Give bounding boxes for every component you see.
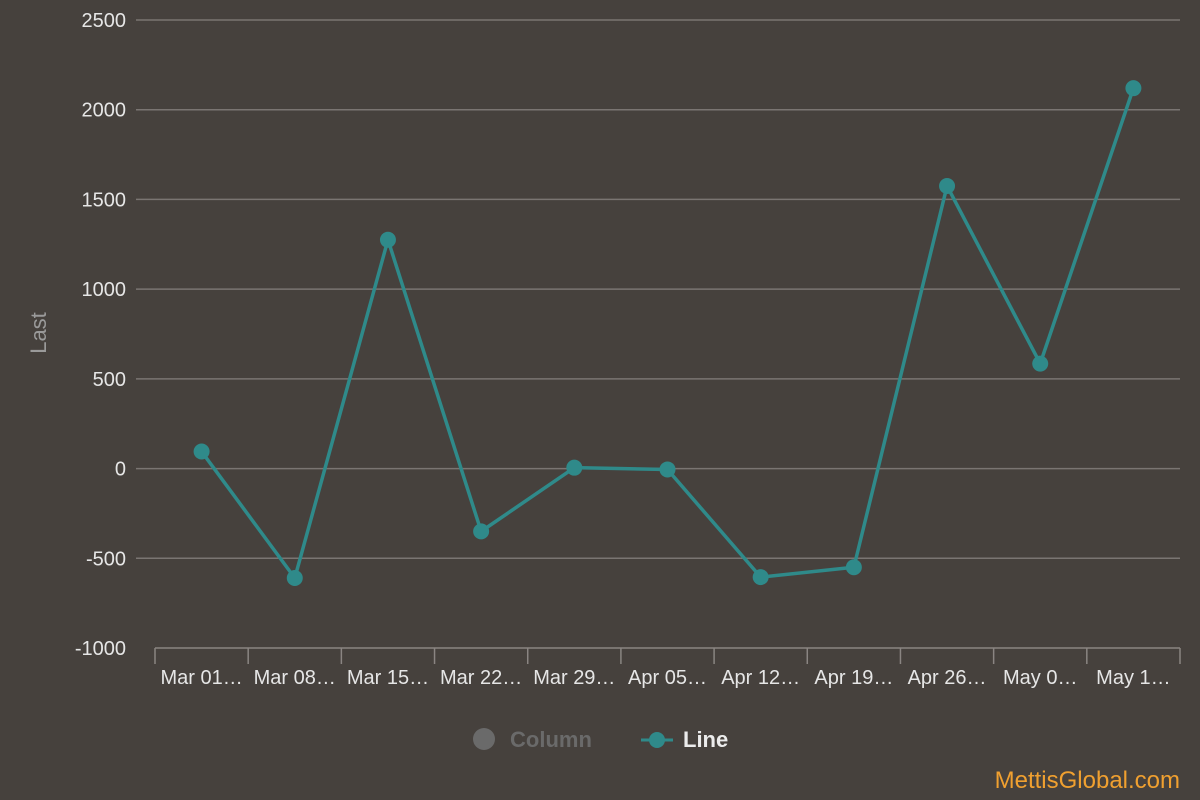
x-tick-label: May 0… bbox=[1003, 667, 1077, 689]
legend-label-line: Line bbox=[683, 727, 728, 752]
legend-label-column: Column bbox=[510, 727, 592, 752]
y-tick-label: 2500 bbox=[82, 10, 127, 32]
legend-marker-line bbox=[649, 732, 665, 748]
y-tick-label: 2000 bbox=[82, 100, 127, 122]
data-point[interactable] bbox=[473, 523, 490, 540]
data-point[interactable] bbox=[939, 177, 956, 194]
y-axis: -1000 -500 0 500 1000 1500 2000 2500 bbox=[75, 10, 126, 660]
data-point[interactable] bbox=[1125, 80, 1142, 97]
x-tick-label: Mar 01… bbox=[160, 667, 242, 689]
x-axis: Mar 01… Mar 08… Mar 15… Mar 22… Mar 29… Apr 0… bbox=[154, 647, 1181, 689]
y-tick-label: 1500 bbox=[82, 189, 127, 211]
x-tick-label: Apr 19… bbox=[814, 667, 893, 689]
legend-item-line[interactable]: Line bbox=[641, 727, 728, 752]
y-tick-label: -500 bbox=[86, 548, 126, 570]
y-tick-label: -1000 bbox=[75, 638, 126, 660]
data-point[interactable] bbox=[659, 461, 676, 478]
x-tick-label: Mar 22… bbox=[440, 667, 522, 689]
data-point[interactable] bbox=[286, 570, 303, 587]
data-point[interactable] bbox=[845, 559, 862, 576]
x-tick-label: Mar 08… bbox=[254, 667, 336, 689]
x-tick-label: Apr 26… bbox=[908, 667, 987, 689]
x-tick-label: Mar 15… bbox=[347, 667, 429, 689]
x-tick-label: May 1… bbox=[1096, 667, 1170, 689]
data-point[interactable] bbox=[1032, 355, 1049, 372]
y-tick-label: 500 bbox=[93, 369, 126, 391]
x-tick-label: Mar 29… bbox=[533, 667, 615, 689]
series-path bbox=[200, 87, 1136, 580]
credit-link[interactable]: MettisGlobal.com bbox=[995, 767, 1180, 794]
data-point[interactable] bbox=[379, 231, 396, 248]
y-tick-label: 1000 bbox=[82, 279, 127, 301]
series-line bbox=[193, 80, 1142, 587]
y-tick-label: 0 bbox=[115, 459, 126, 481]
data-point[interactable] bbox=[752, 569, 769, 586]
y-axis-title: Last bbox=[26, 312, 51, 354]
x-tick-label: Apr 05… bbox=[628, 667, 707, 689]
legend-marker-column bbox=[473, 728, 495, 750]
x-tick-label: Apr 12… bbox=[721, 667, 800, 689]
legend-item-column[interactable]: Column bbox=[473, 727, 592, 752]
legend: Column Line bbox=[473, 727, 728, 752]
grid-lines bbox=[136, 19, 1180, 560]
data-point[interactable] bbox=[566, 459, 583, 476]
data-point[interactable] bbox=[193, 443, 210, 460]
